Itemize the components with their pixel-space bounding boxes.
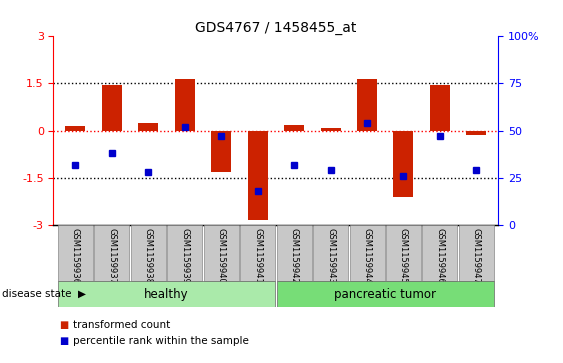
Bar	[204, 225, 239, 281]
Bar	[102, 85, 122, 131]
Text: GSM1159938: GSM1159938	[144, 228, 153, 284]
Bar	[422, 225, 457, 281]
Text: disease state  ▶: disease state ▶	[2, 289, 86, 299]
Bar	[357, 79, 377, 131]
Text: GSM1159936: GSM1159936	[71, 228, 80, 284]
Text: GSM1159945: GSM1159945	[399, 228, 408, 284]
Text: GSM1159940: GSM1159940	[217, 228, 226, 284]
Bar	[466, 131, 486, 135]
Bar	[65, 126, 86, 131]
Text: ■: ■	[59, 320, 68, 330]
Bar	[248, 131, 267, 220]
Text: healthy: healthy	[144, 287, 189, 301]
Text: transformed count: transformed count	[73, 320, 171, 330]
Bar	[394, 131, 413, 197]
Text: GSM1159937: GSM1159937	[108, 228, 117, 284]
Bar	[58, 225, 93, 281]
Text: percentile rank within the sample: percentile rank within the sample	[73, 336, 249, 346]
Text: GSM1159941: GSM1159941	[253, 228, 262, 284]
Text: GSM1159939: GSM1159939	[180, 228, 189, 284]
Bar	[95, 225, 129, 281]
Bar	[313, 225, 348, 281]
Bar	[320, 127, 341, 131]
Text: GSM1159946: GSM1159946	[435, 228, 444, 284]
Bar	[167, 225, 202, 281]
Text: pancreatic tumor: pancreatic tumor	[334, 287, 436, 301]
Bar	[459, 225, 494, 281]
Bar	[240, 225, 275, 281]
Bar	[175, 79, 195, 131]
Bar	[58, 281, 275, 307]
Text: GSM1159942: GSM1159942	[289, 228, 298, 284]
Text: GSM1159943: GSM1159943	[326, 228, 335, 284]
Text: ■: ■	[59, 336, 68, 346]
Bar	[138, 123, 158, 131]
Bar	[386, 225, 421, 281]
Bar	[276, 225, 311, 281]
Bar	[276, 281, 494, 307]
Bar	[211, 131, 231, 172]
Text: GSM1159944: GSM1159944	[363, 228, 372, 284]
Bar	[131, 225, 166, 281]
Bar	[284, 125, 304, 131]
Bar	[430, 85, 450, 131]
Text: GSM1159947: GSM1159947	[472, 228, 481, 284]
Title: GDS4767 / 1458455_at: GDS4767 / 1458455_at	[195, 21, 356, 35]
Bar	[350, 225, 385, 281]
